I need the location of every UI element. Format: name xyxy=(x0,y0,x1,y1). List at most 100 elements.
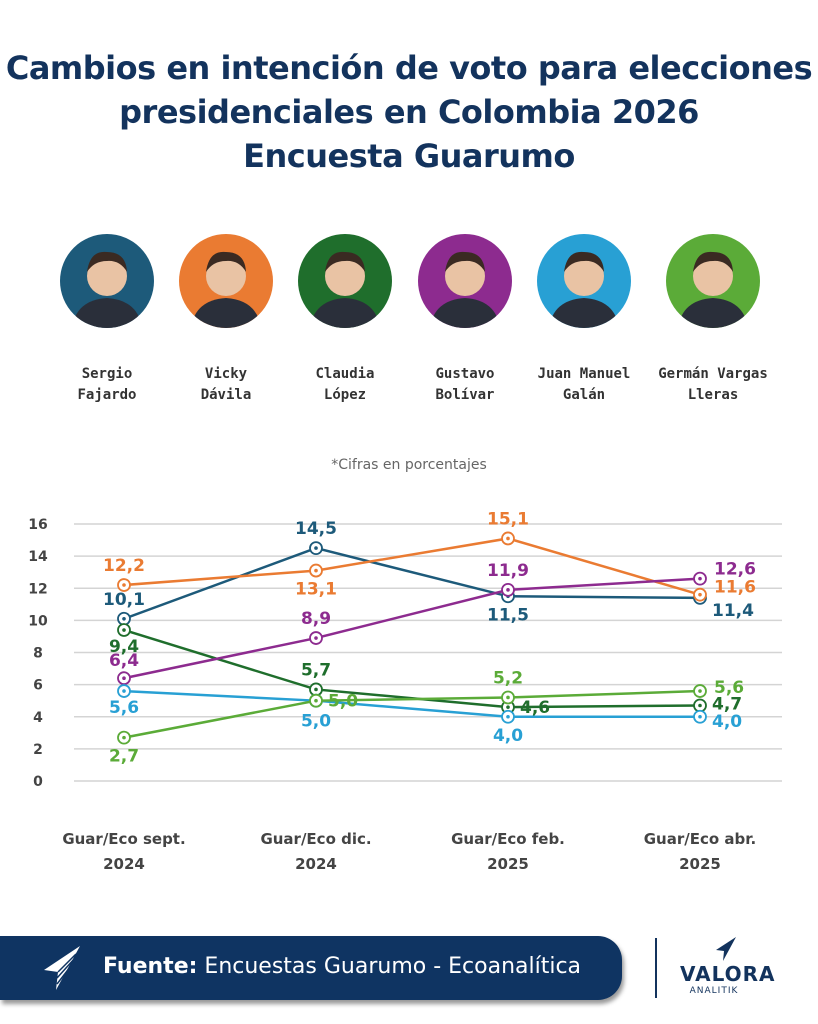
data-point-center xyxy=(506,695,510,700)
candidate-card: Gustavo Bolívar xyxy=(400,234,530,406)
y-tick-label: 4 xyxy=(33,710,43,726)
candidate-name: Vicky xyxy=(204,366,248,382)
person-icon xyxy=(72,251,142,328)
candidate-card: Germán Vargas Lleras xyxy=(648,234,778,406)
data-label: 5,2 xyxy=(493,668,523,688)
y-tick-label: 2 xyxy=(33,742,43,758)
y-tick-label: 8 xyxy=(33,646,43,662)
logo-sub: ANALITIK xyxy=(689,986,739,996)
data-label: 4,7 xyxy=(712,695,742,715)
candidate-name: Gustavo xyxy=(435,366,495,382)
data-label: 6,4 xyxy=(109,651,139,671)
y-tick-label: 6 xyxy=(33,678,43,694)
candidate-name: Dávila xyxy=(200,387,252,403)
page-title: Cambios en intención de voto para elecci… xyxy=(0,46,818,178)
paper-plane-icon xyxy=(716,937,736,961)
x-tick-label: Guar/Eco feb. xyxy=(451,830,565,848)
data-point-center xyxy=(122,676,126,680)
data-point-center xyxy=(122,583,126,587)
divider xyxy=(655,938,657,998)
data-point-center xyxy=(506,714,510,719)
data-point-center xyxy=(122,616,126,621)
data-label: 10,1 xyxy=(103,590,145,610)
data-label: 4,6 xyxy=(520,698,550,718)
data-label: 2,7 xyxy=(109,747,139,767)
data-label: 5,6 xyxy=(714,678,744,698)
data-point-center xyxy=(122,628,126,632)
data-point-center xyxy=(314,687,318,692)
x-tick-label: 2024 xyxy=(103,855,145,873)
candidate-card: Juan Manuel Galán xyxy=(519,234,649,406)
candidate-photo xyxy=(60,234,154,328)
valora-logo: VALORA ANALITIK xyxy=(680,936,776,996)
data-label: 12,2 xyxy=(103,556,145,576)
data-point-center xyxy=(506,705,510,709)
candidate-name: Germán Vargas xyxy=(658,366,768,382)
person-icon xyxy=(430,251,500,328)
source-banner: Fuente: Encuestas Guarumo - Ecoanalítica xyxy=(0,936,622,1000)
data-point-center xyxy=(698,689,702,693)
person-icon xyxy=(310,251,380,328)
data-label: 9,4 xyxy=(109,637,139,657)
paper-plane-icon xyxy=(44,946,80,990)
data-label: 5,0 xyxy=(328,692,358,712)
data-point-center xyxy=(122,689,126,693)
series-line xyxy=(123,537,701,596)
candidate-name: Fajardo xyxy=(77,387,137,403)
data-label: 4,0 xyxy=(493,726,523,746)
data-point-center xyxy=(314,698,318,703)
title-line: Cambios en intención de voto para elecci… xyxy=(5,49,813,87)
person-icon xyxy=(191,251,261,328)
data-label: 13,1 xyxy=(295,580,337,600)
person-icon xyxy=(678,251,748,328)
data-label: 4,0 xyxy=(712,712,742,732)
title-line: presidenciales en Colombia 2026 xyxy=(119,93,699,131)
series-line xyxy=(123,689,700,718)
candidate-card: Vicky Dávila xyxy=(161,234,291,406)
data-point-center xyxy=(314,568,318,573)
data-label: 5,0 xyxy=(301,712,331,732)
x-tick-label: 2025 xyxy=(487,855,529,873)
x-tick-label: 2024 xyxy=(295,855,337,873)
candidate-photo xyxy=(666,234,760,328)
y-tick-label: 12 xyxy=(28,581,47,597)
candidate-photo xyxy=(298,234,392,328)
data-label: 11,6 xyxy=(714,578,756,598)
y-tick-label: 16 xyxy=(28,517,47,533)
x-tick-label: Guar/Eco dic. xyxy=(260,830,371,848)
x-tick-label: Guar/Eco abr. xyxy=(644,830,756,848)
candidate-photo xyxy=(418,234,512,328)
data-point-center xyxy=(314,546,318,550)
x-tick-label: Guar/Eco sept. xyxy=(62,830,185,848)
line-chart: 0 2 4 6 8 10 12 14 16 Guar/Eco sept. 2024 Guar/Eco … xyxy=(28,509,782,873)
candidate-name: Juan Manuel xyxy=(537,366,631,382)
data-label: 11,4 xyxy=(712,601,754,621)
data-label: 14,5 xyxy=(295,519,337,539)
data-label: 11,9 xyxy=(487,561,529,581)
data-point-center xyxy=(698,592,702,597)
data-label: 5,7 xyxy=(301,660,331,680)
series-line xyxy=(123,689,701,739)
data-point-center xyxy=(122,735,126,740)
person-icon xyxy=(549,251,619,328)
data-label: 5,6 xyxy=(109,698,139,718)
footnote: *Cifras en porcentajes xyxy=(331,457,487,473)
data-label: 8,9 xyxy=(301,609,331,629)
data-label: 15,1 xyxy=(487,509,529,529)
logo-name: VALORA xyxy=(680,962,776,986)
y-tick-label: 14 xyxy=(28,549,48,565)
x-tick-label: 2025 xyxy=(679,855,721,873)
candidate-name: López xyxy=(323,387,367,403)
data-point-center xyxy=(698,576,702,581)
data-point-center xyxy=(698,714,702,719)
candidate-name: Lleras xyxy=(687,387,739,403)
candidate-name: Bolívar xyxy=(435,387,495,403)
candidate-photo xyxy=(537,234,631,328)
y-tick-label: 10 xyxy=(28,613,48,629)
title-line: Encuesta Guarumo xyxy=(243,137,575,175)
data-point-center xyxy=(698,703,702,708)
y-tick-label: 0 xyxy=(33,774,43,790)
candidate-card: Sergio Fajardo xyxy=(42,234,172,406)
data-label: 11,5 xyxy=(487,605,529,625)
